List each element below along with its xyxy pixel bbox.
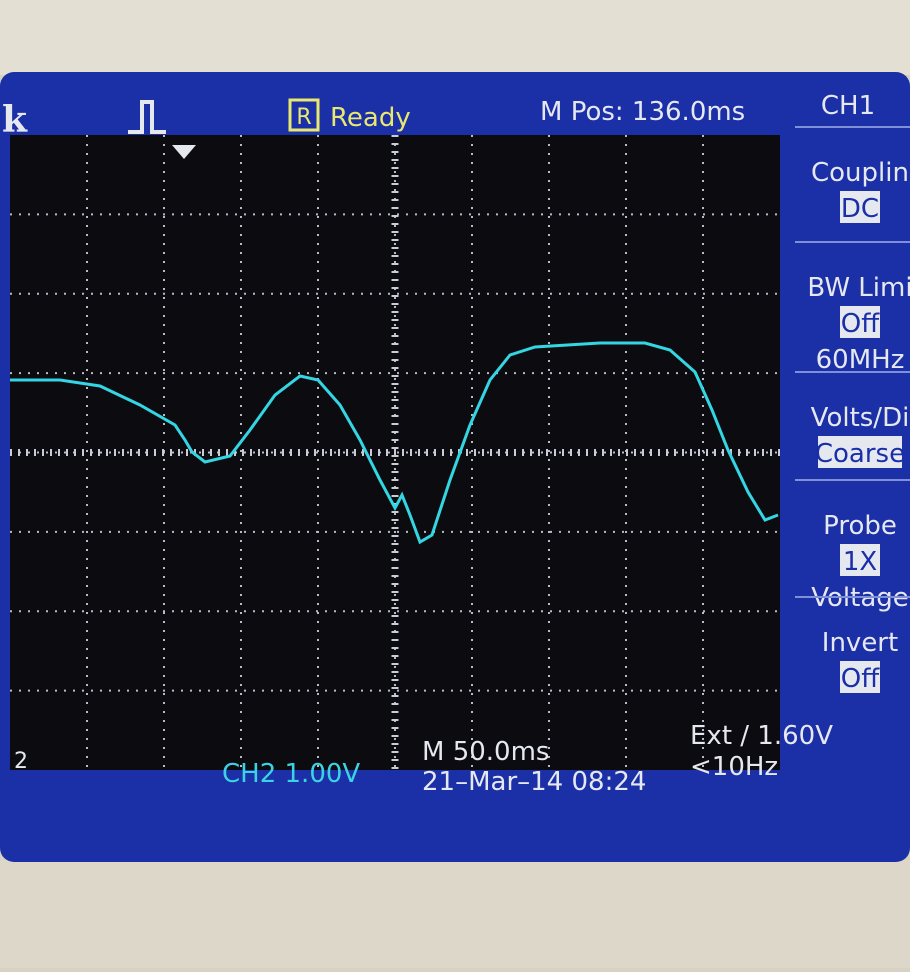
marker: 2: [14, 749, 28, 774]
menu-value: DC: [841, 194, 879, 224]
menu-label: Couplin: [811, 158, 909, 188]
menu-label: BW Limi: [807, 273, 910, 303]
channel: CH1: [821, 91, 875, 121]
menu-label: Volts/Di: [811, 403, 910, 433]
menu-label: Invert: [822, 628, 898, 658]
trigger-position-arrow: [172, 145, 196, 159]
menu-value: 1X: [843, 547, 877, 577]
menu-value-box: [840, 544, 880, 576]
menu-value: Coarse: [815, 439, 905, 469]
menu-value-box: [818, 436, 902, 468]
menu-value-box: [840, 661, 880, 693]
menu-label: Probe: [823, 511, 897, 541]
trigger-icon: [128, 100, 166, 134]
status: Ready: [330, 103, 411, 133]
menu-extra: 60MHz: [816, 345, 905, 375]
graticule: [10, 135, 780, 770]
run-icon-box: [288, 98, 320, 132]
menu-value: Off: [841, 664, 880, 694]
date: 21–Mar–14 08:24: [422, 767, 646, 797]
side-menu: Couplin DC BW Limi Off 60MHz Volts/Di Coarse Pr…: [795, 126, 910, 694]
trigger: Ext ∕ 1.60V: [690, 721, 833, 751]
bezel-top: [0, 0, 910, 75]
frequency: <10Hz: [690, 752, 778, 782]
waveform-trace: [10, 341, 779, 545]
menu-value: Off: [841, 309, 880, 339]
menu-value-box: [840, 191, 880, 223]
timebase: M 50.0ms: [422, 737, 549, 767]
ch2-scale: CH2 1.00V: [222, 759, 360, 789]
bezel-bottom: [0, 860, 910, 968]
run-icon: R: [296, 105, 311, 130]
position: M Pos: 136.0ms: [540, 97, 745, 127]
logo: k: [2, 99, 28, 141]
menu-value-box: [840, 306, 880, 338]
